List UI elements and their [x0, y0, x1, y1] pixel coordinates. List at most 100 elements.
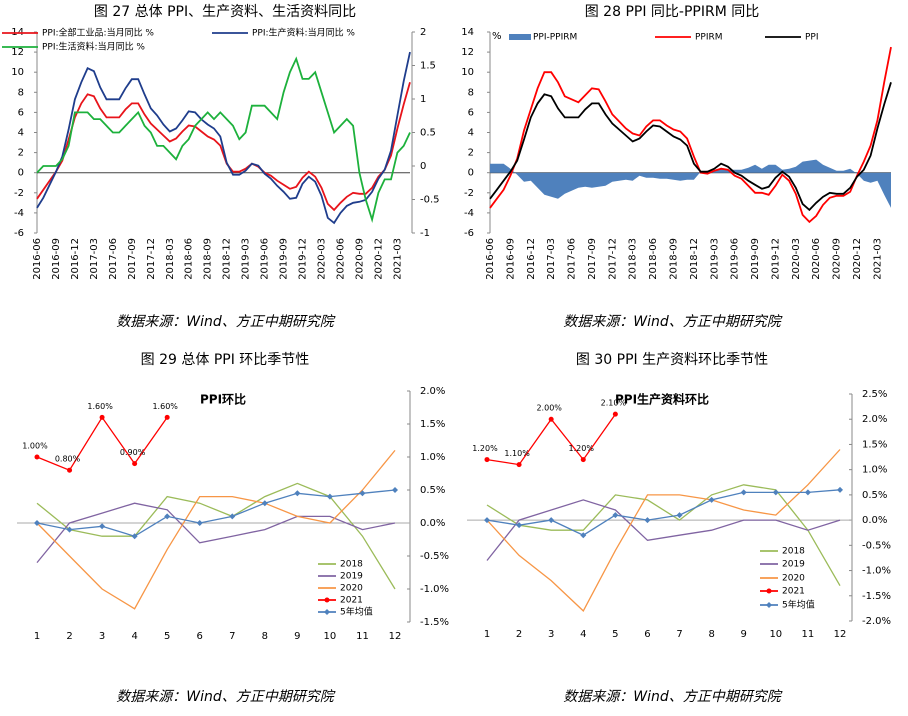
x-tick-label: 3 [99, 631, 105, 642]
area [490, 159, 891, 208]
legend-label: 2020 [782, 574, 805, 584]
point [516, 522, 523, 529]
x-tick-label: 2016-06 [32, 238, 43, 280]
x-tick-label: 5 [164, 631, 170, 642]
source-note: 数据来源：Wind、方正中期研究院 [563, 689, 782, 705]
point [612, 512, 619, 519]
legend-swatch [509, 34, 531, 40]
x-tick-label: 2018-03 [165, 238, 176, 280]
y-tick-label: 0.5 [420, 128, 436, 139]
legend-label: PPI [805, 33, 819, 43]
x-tick-label: 2019-06 [730, 238, 741, 280]
line [489, 46, 892, 224]
y-tick-label: 2 [420, 27, 426, 38]
y-tick-label: 0.0% [862, 515, 887, 526]
source-note: 数据来源：Wind、方正中期研究院 [116, 689, 335, 705]
x-tick-label: 11 [802, 629, 815, 640]
x-tick-label: 2017-09 [127, 238, 138, 280]
legend-marker [766, 588, 772, 594]
y-tick-label: 1.5% [862, 439, 887, 450]
data-label: 1.20% [569, 444, 595, 453]
point [196, 520, 203, 526]
point [326, 493, 333, 500]
point [164, 414, 170, 420]
point [484, 457, 490, 463]
x-tick-label: 8 [708, 629, 714, 640]
point [644, 517, 651, 524]
x-tick-label: 11 [356, 631, 369, 642]
legend-label: 2021 [782, 587, 805, 597]
line [36, 482, 396, 590]
x-tick-label: 6 [197, 631, 203, 642]
x-tick-label: 2017-06 [108, 238, 119, 280]
x-tick-label: 10 [769, 629, 782, 640]
x-tick-label: 2018-03 [628, 238, 639, 280]
line [486, 449, 841, 612]
x-tick-label: 2018-09 [669, 238, 680, 280]
x-tick-label: 4 [131, 631, 137, 642]
x-tick-label: 2019-12 [770, 238, 781, 280]
x-tick-label: 1 [484, 629, 490, 640]
y-tick-label: 1.5 [420, 61, 436, 72]
y-tick-label: 0.5% [420, 485, 445, 496]
legend-marker [324, 609, 330, 615]
line [36, 489, 396, 537]
x-tick-label: 2017-12 [146, 238, 157, 280]
x-tick-label: 2018-06 [184, 238, 195, 280]
x-tick-label: 3 [548, 629, 554, 640]
x-tick-label: 2016-12 [526, 238, 537, 280]
y-tick-label: -4 [464, 208, 474, 219]
y-tick-label: 8 [468, 87, 474, 98]
point [548, 416, 554, 422]
x-tick-label: 1 [34, 631, 40, 642]
y-tick-label: 0.5% [862, 490, 887, 501]
y-tick-label: 2.5% [862, 389, 887, 400]
x-tick-label: 2018-09 [203, 238, 214, 280]
y-tick-label: 0.0% [420, 518, 445, 529]
x-tick-label: 2019-09 [279, 238, 290, 280]
data-label: 1.10% [504, 449, 530, 458]
point [392, 487, 398, 493]
x-tick-label: 2016-09 [505, 238, 516, 280]
x-tick-label: 7 [229, 631, 235, 642]
point [66, 526, 73, 533]
point [708, 496, 715, 503]
point [99, 523, 106, 530]
y-tick-label: 6 [18, 107, 24, 118]
point [99, 414, 105, 420]
legend-label: 2019 [782, 560, 805, 570]
legend-marker [766, 602, 772, 608]
y-tick-label: 2.0% [420, 386, 445, 397]
x-tick-label: 2016-09 [51, 238, 62, 280]
point [580, 457, 586, 463]
x-tick-label: 2019-09 [750, 238, 761, 280]
x-tick-label: 2017-12 [607, 238, 618, 280]
y-tick-label: 12 [11, 47, 24, 58]
point [548, 517, 555, 524]
legend-label: 2018 [782, 547, 805, 557]
y-tick-label: 0 [468, 168, 474, 179]
y-tick-label: 2 [468, 148, 474, 159]
y-tick-label: 6 [468, 107, 474, 118]
annotation: PPI生产资料环比 [615, 392, 709, 407]
x-tick-label: 2021-03 [872, 238, 883, 280]
x-tick-label: 2 [66, 631, 72, 642]
y-tick-label: -0.5% [862, 540, 891, 551]
data-label: 0.80% [55, 455, 81, 464]
chart-title: 图 30 PPI 生产资料环比季节性 [576, 352, 768, 368]
data-label: 1.00% [22, 442, 48, 451]
x-tick-label: 6 [644, 629, 650, 640]
y-tick-label: -2 [14, 188, 24, 199]
point [484, 517, 490, 524]
x-tick-label: 2018-12 [689, 238, 700, 280]
point [772, 489, 779, 496]
y-tick-label: 8 [18, 87, 24, 98]
x-tick-label: 2020-03 [316, 238, 327, 280]
data-label: 1.20% [472, 444, 498, 453]
x-tick-label: 2018-06 [648, 238, 659, 280]
x-tick-label: 12 [834, 629, 847, 640]
x-tick-label: 12 [389, 631, 402, 642]
y-unit: % [492, 31, 502, 42]
point [804, 489, 811, 496]
point [359, 490, 366, 497]
